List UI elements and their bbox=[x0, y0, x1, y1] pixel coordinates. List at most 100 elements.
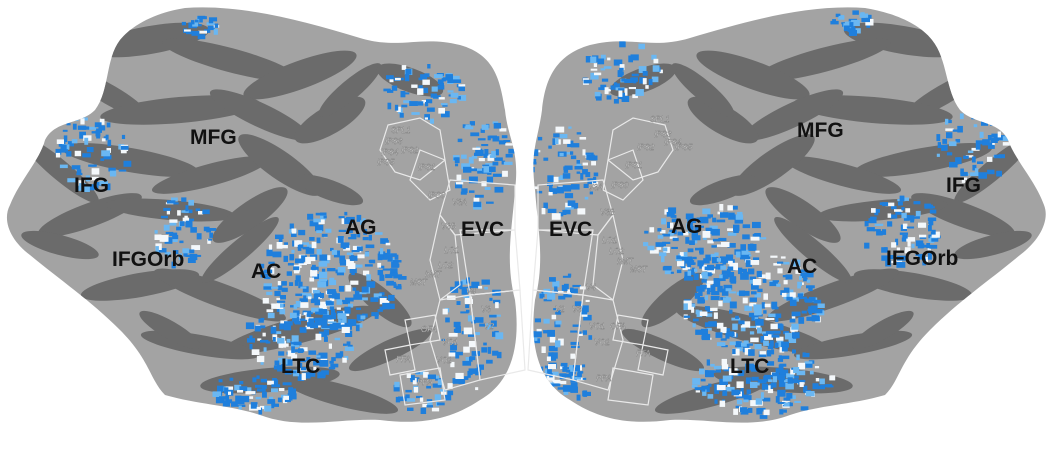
left-activation-speck bbox=[495, 332, 504, 340]
right-activation-speck bbox=[769, 282, 778, 287]
right-activation-speck bbox=[754, 317, 759, 320]
right-activation-speck bbox=[547, 175, 554, 182]
left-activation-speck bbox=[318, 371, 326, 377]
left-activation-speck bbox=[246, 387, 252, 393]
right-activation-speck bbox=[707, 394, 714, 399]
right-activation-speck bbox=[798, 269, 807, 273]
left-activation-speck bbox=[344, 346, 354, 351]
left-activation-speck bbox=[389, 272, 398, 277]
right-activation-speck bbox=[720, 338, 727, 341]
right-activation-speck bbox=[659, 69, 663, 74]
right-activation-speck bbox=[620, 92, 625, 100]
right-activation-speck bbox=[879, 202, 888, 206]
right-activation-speck bbox=[936, 153, 940, 157]
right-activation-speck bbox=[543, 157, 549, 161]
left-activation-speck bbox=[363, 229, 368, 235]
left-sulcus bbox=[151, 156, 269, 194]
left-activation-speck bbox=[315, 320, 325, 326]
left-activation-speck bbox=[280, 303, 284, 308]
right-activation-speck bbox=[922, 258, 926, 266]
right-activation-speck bbox=[706, 313, 713, 317]
left-activation-speck bbox=[361, 286, 369, 293]
right-activation-speck bbox=[556, 310, 562, 315]
right-activation-speck bbox=[686, 223, 690, 230]
right-activation-speck bbox=[714, 390, 719, 394]
left-activation-speck bbox=[471, 281, 480, 289]
left-activation-speck bbox=[272, 251, 282, 258]
left-activation-speck bbox=[468, 334, 475, 337]
left-activation-speck bbox=[218, 379, 223, 383]
right-activation-speck bbox=[960, 171, 968, 177]
right-activation-speck bbox=[708, 230, 714, 235]
right-activation-speck bbox=[917, 245, 924, 249]
right-activation-speck bbox=[555, 311, 559, 315]
right-activation-speck bbox=[729, 262, 738, 267]
left-activation-speck bbox=[291, 344, 300, 348]
left-roi-v3b: V3B bbox=[441, 222, 457, 231]
right-activation-speck bbox=[594, 72, 602, 76]
right-activation-speck bbox=[553, 308, 557, 311]
left-activation-speck bbox=[191, 31, 200, 36]
right-activation-speck bbox=[687, 217, 697, 223]
left-activation-speck bbox=[441, 111, 450, 118]
left-activation-speck bbox=[55, 148, 62, 155]
right-activation-speck bbox=[566, 369, 571, 373]
left-activation-speck bbox=[101, 138, 106, 142]
right-activation-speck bbox=[789, 299, 797, 306]
right-activation-speck bbox=[552, 281, 560, 288]
left-activation-speck bbox=[280, 358, 288, 365]
left-activation-speck bbox=[279, 340, 287, 348]
left-activation-speck bbox=[313, 294, 319, 301]
right-activation-speck bbox=[697, 299, 705, 304]
right-activation-speck bbox=[585, 299, 590, 302]
right-activation-speck bbox=[619, 40, 626, 48]
right-activation-speck bbox=[723, 284, 733, 290]
left-activation-speck bbox=[290, 370, 297, 374]
left-activation-speck bbox=[463, 327, 473, 335]
right-activation-speck bbox=[812, 383, 819, 390]
left-activation-speck bbox=[393, 384, 400, 392]
right-activation-speck bbox=[849, 22, 854, 28]
right-activation-speck bbox=[803, 385, 808, 393]
right-activation-speck bbox=[718, 300, 723, 307]
left-roi-lo1: LO1 bbox=[444, 246, 459, 255]
right-activation-speck bbox=[753, 257, 760, 261]
left-activation-speck bbox=[282, 382, 292, 386]
left-activation-speck bbox=[251, 349, 260, 355]
left-activation-speck bbox=[471, 155, 478, 159]
left-activation-speck bbox=[86, 147, 94, 153]
left-activation-speck bbox=[100, 158, 105, 161]
right-activation-speck bbox=[618, 71, 624, 76]
left-activation-speck bbox=[155, 246, 159, 252]
right-activation-speck bbox=[559, 381, 567, 385]
left-activation-speck bbox=[391, 261, 399, 268]
left-activation-speck bbox=[256, 375, 260, 379]
right-activation-speck bbox=[740, 268, 748, 273]
left-activation-speck bbox=[452, 378, 459, 384]
right-activation-speck bbox=[695, 247, 701, 251]
right-activation-speck bbox=[770, 323, 778, 330]
right-activation-speck bbox=[774, 342, 779, 348]
left-activation-speck bbox=[471, 319, 477, 324]
left-activation-speck bbox=[492, 121, 499, 124]
left-activation-speck bbox=[426, 107, 435, 112]
right-activation-speck bbox=[779, 369, 789, 377]
right-activation-speck bbox=[559, 373, 568, 376]
right-activation-speck bbox=[814, 366, 820, 369]
left-activation-speck bbox=[475, 368, 482, 376]
left-activation-speck bbox=[412, 378, 417, 385]
right-activation-speck bbox=[600, 68, 606, 71]
right-activation-speck bbox=[973, 124, 978, 128]
left-activation-speck bbox=[284, 242, 288, 246]
left-activation-speck bbox=[59, 164, 68, 169]
left-activation-speck bbox=[401, 104, 408, 108]
left-activation-speck bbox=[456, 301, 461, 305]
left-activation-speck bbox=[416, 371, 425, 375]
right-activation-speck bbox=[904, 247, 911, 254]
right-activation-speck bbox=[770, 349, 775, 355]
right-activation-speck bbox=[786, 373, 795, 379]
left-activation-speck bbox=[271, 401, 275, 409]
left-activation-speck bbox=[480, 128, 485, 133]
right-activation-speck bbox=[782, 343, 786, 348]
left-activation-speck bbox=[442, 308, 448, 315]
